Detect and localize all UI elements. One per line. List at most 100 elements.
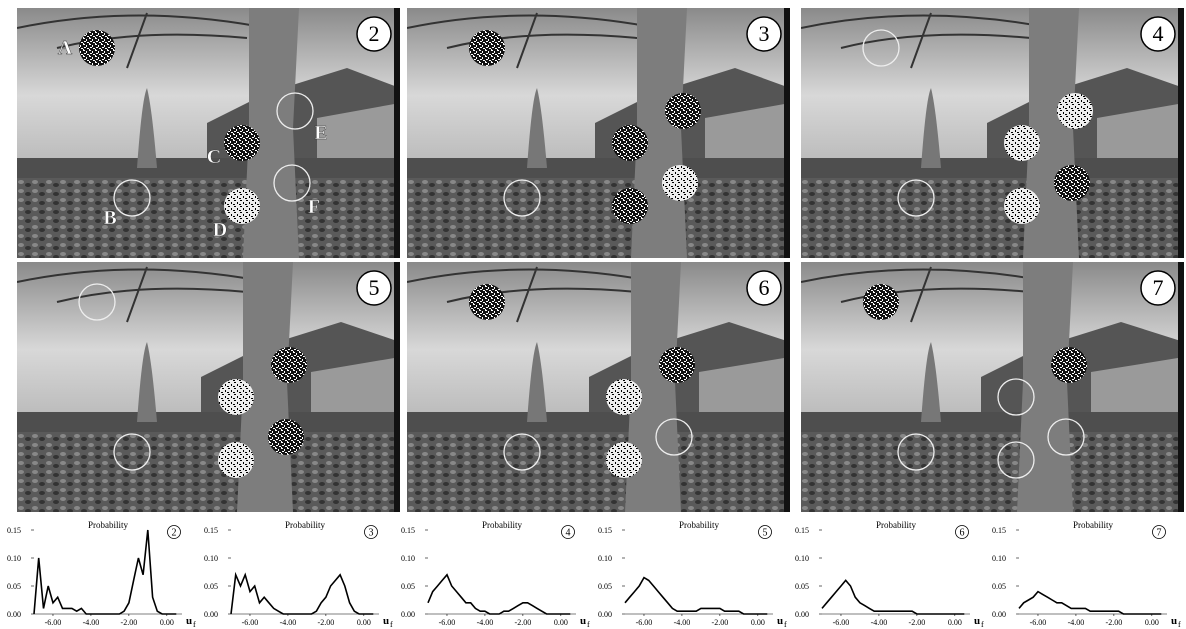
y-tick-label: 0.15 — [7, 526, 21, 535]
x-tick-label: -2.00 — [909, 618, 926, 627]
y-tick-label: 0.10 — [401, 554, 415, 563]
x-axis-label: u — [974, 615, 980, 627]
tracked-region — [1051, 347, 1087, 383]
poplar — [921, 342, 941, 422]
x-tick-label: 0.00 — [160, 618, 174, 627]
panel-number-badge — [167, 525, 181, 539]
poplar — [137, 342, 157, 422]
tracked-region — [218, 379, 254, 415]
panel-number-badge — [758, 525, 772, 539]
panel-number-badge — [364, 525, 378, 539]
frame-number: 6 — [759, 275, 770, 300]
x-tick-label: 0.00 — [357, 618, 371, 627]
point-label: D — [213, 219, 227, 241]
x-axis-label-subscript: f — [981, 620, 984, 629]
y-tick-label: 0.05 — [401, 582, 415, 591]
house-wall — [1091, 357, 1184, 422]
x-tick-label: 0.00 — [1145, 618, 1159, 627]
tree-trunk — [625, 262, 681, 512]
tracked-region — [612, 188, 648, 224]
x-tick-label: -2.00 — [712, 618, 729, 627]
frame-number-badge — [356, 270, 392, 306]
x-axis-label-subscript: f — [784, 620, 787, 629]
panel-number: 4 — [566, 528, 571, 539]
y-tick-label: 0.10 — [992, 554, 1006, 563]
x-tick-label: -4.00 — [674, 618, 691, 627]
frame-content: 6 — [407, 262, 790, 512]
y-tick-label: 0.10 — [7, 554, 21, 563]
tracked-region — [469, 30, 505, 66]
frame-number: 4 — [1153, 21, 1164, 46]
video-frame: A B C D E F 2 — [17, 8, 400, 258]
x-tick-label: -2.00 — [1106, 618, 1123, 627]
video-frame: 5 — [17, 262, 400, 512]
tracked-region — [268, 419, 304, 455]
y-tick-label: 0.10 — [204, 554, 218, 563]
tracked-region — [612, 125, 648, 161]
ground — [407, 178, 790, 258]
probability-line — [33, 529, 177, 615]
chart-title: Probability — [1073, 520, 1113, 530]
chart-title: Probability — [876, 520, 916, 530]
poplar — [527, 342, 547, 422]
tracked-region — [503, 433, 541, 471]
y-tick-label: 0.15 — [401, 526, 415, 535]
x-axis-label-subscript: f — [1178, 620, 1181, 629]
poplar — [137, 88, 157, 168]
ground — [801, 432, 1184, 512]
frame-content: 4 — [801, 8, 1184, 258]
x-tick-label: 0.00 — [554, 618, 568, 627]
probability-chart: Probability 6 0.00 0.05 0.10 0.15 -6.00 -4.00 -2… — [795, 520, 984, 629]
probability-chart: Probability 7 0.00 0.05 0.10 0.15 -6.00 -4.00 -2… — [992, 520, 1181, 629]
video-frame: 4 — [801, 8, 1184, 258]
branch — [801, 266, 1052, 323]
tracked-region — [862, 29, 900, 67]
probability-line — [427, 573, 571, 615]
probability-line — [230, 571, 374, 615]
y-tick-label: 0.05 — [795, 582, 809, 591]
poplar — [921, 88, 941, 168]
tracked-region — [273, 164, 311, 202]
y-tick-label: 0.05 — [992, 582, 1006, 591]
tracked-region — [606, 379, 642, 415]
y-tick-label: 0.15 — [204, 526, 218, 535]
x-tick-label: -4.00 — [83, 618, 100, 627]
x-tick-label: -2.00 — [318, 618, 335, 627]
tracked-region — [1057, 93, 1093, 129]
frame-number: 5 — [369, 275, 380, 300]
y-tick-label: 0.15 — [598, 526, 612, 535]
frame-number: 2 — [369, 21, 380, 46]
tracked-region — [659, 347, 695, 383]
chart-title: Probability — [679, 520, 719, 530]
y-tick-label: 0.00 — [992, 610, 1006, 619]
x-axis-label: u — [580, 615, 586, 627]
ground — [17, 178, 400, 258]
tree-trunk — [243, 8, 299, 258]
point-label: A — [58, 37, 73, 59]
panel-number: 2 — [172, 528, 177, 539]
frame-number: 7 — [1153, 275, 1164, 300]
frame-content: A B C D E F 2 — [17, 8, 400, 258]
panel-number-badge — [955, 525, 969, 539]
y-tick-label: 0.00 — [7, 610, 21, 619]
branch — [17, 266, 268, 323]
tree-trunk — [1017, 262, 1073, 512]
probability-line — [1018, 590, 1162, 615]
probability-chart: Probability 5 0.00 0.05 0.10 0.15 -6.00 -4.00 -2… — [598, 520, 787, 629]
y-tick-label: 0.15 — [795, 526, 809, 535]
x-tick-label: -2.00 — [121, 618, 138, 627]
y-tick-label: 0.15 — [992, 526, 1006, 535]
house-wall — [311, 357, 400, 422]
tracked-region — [79, 30, 115, 66]
frame-edge — [784, 262, 790, 512]
video-frame: 7 — [801, 262, 1184, 512]
tracked-region — [1047, 418, 1085, 456]
x-tick-label: -6.00 — [1030, 618, 1047, 627]
x-tick-label: -4.00 — [871, 618, 888, 627]
frame-edge — [394, 262, 400, 512]
x-axis-label: u — [186, 615, 192, 627]
x-tick-label: 0.00 — [751, 618, 765, 627]
frame-number-badge — [746, 16, 782, 52]
chart-title: Probability — [482, 520, 522, 530]
